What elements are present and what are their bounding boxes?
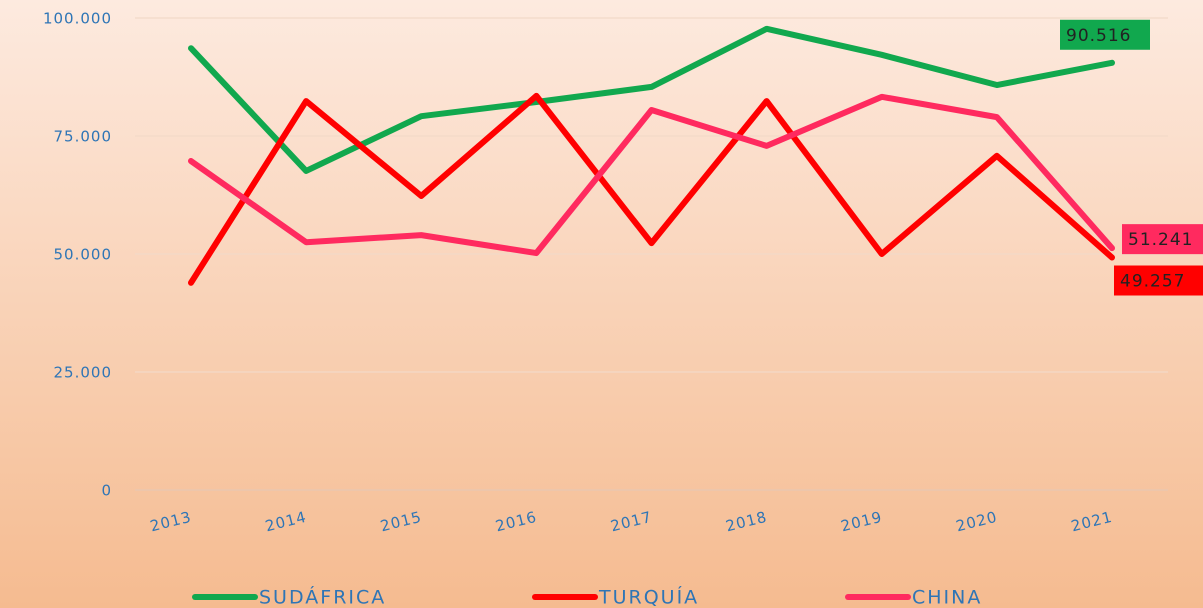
- legend-label: SUDÁFRICA: [259, 586, 386, 608]
- legend-label: CHINA: [912, 587, 982, 608]
- line: [188, 25, 1115, 174]
- value-label: 49.257: [1120, 272, 1185, 292]
- value-label-box: [1114, 265, 1203, 296]
- y-tick-label: 0: [101, 482, 112, 500]
- y-tick-label: 25.000: [54, 364, 113, 382]
- value-label: 51.241: [1128, 230, 1193, 250]
- y-tick-label: 50.000: [54, 246, 113, 264]
- y-tick-label: 100.000: [43, 10, 112, 28]
- value-label-box: [1060, 19, 1150, 50]
- value-label: 90.516: [1066, 26, 1131, 46]
- line: [188, 92, 1115, 286]
- y-tick-label: 75.000: [54, 128, 113, 146]
- legend-label: TURQUÍA: [598, 586, 699, 608]
- value-label-box: [1122, 224, 1203, 255]
- line: [188, 93, 1115, 257]
